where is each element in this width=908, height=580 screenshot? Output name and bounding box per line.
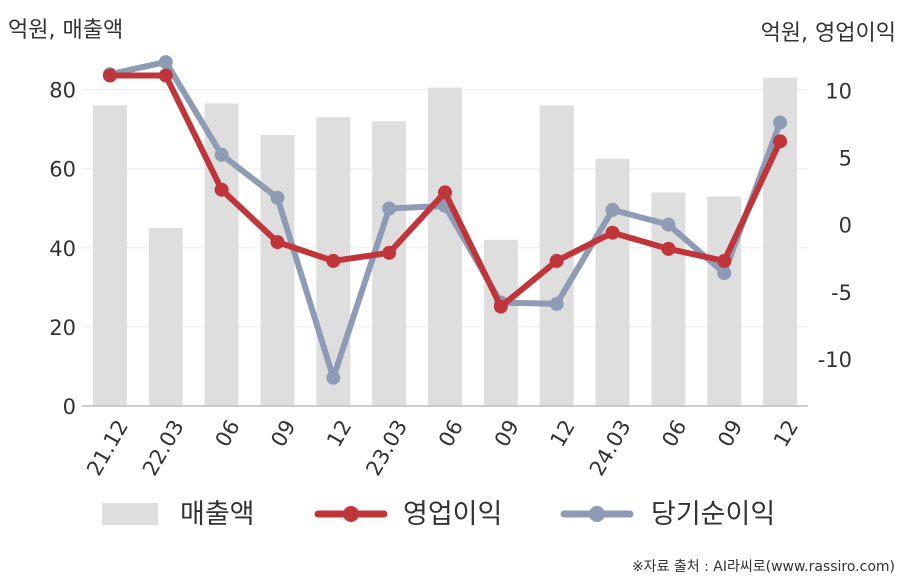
point-net-income-5 [382,201,397,216]
point-operating-profit-11 [717,253,732,268]
point-net-income-4 [326,370,341,385]
point-operating-profit-8 [549,253,564,268]
x-tick-label-2: 06 [211,416,245,451]
lines [102,55,788,385]
bar-revenue-5 [372,121,407,406]
point-operating-profit-4 [326,253,341,268]
point-net-income-12 [773,115,788,130]
left-tick-label-2: 40 [49,237,76,261]
point-operating-profit-5 [382,245,397,260]
x-tick-label-1: 22.03 [138,416,189,480]
left-axis-unit-label: 억원, 매출액 [8,18,123,43]
left-tick-label-1: 20 [49,316,76,340]
bar-revenue-0 [92,105,127,406]
legend-swatch-revenue [102,503,158,525]
x-axis-ticks: 21.12 22.03 06 09 12 23.03 06 09 12 24.03 06 09 12 [82,416,803,480]
x-tick-label-5: 23.03 [361,416,412,480]
left-axis-ticks: 0 20 40 60 80 [49,79,76,419]
point-net-income-1 [158,55,173,70]
point-operating-profit-3 [270,235,285,250]
left-tick-label-3: 60 [49,158,76,182]
point-operating-profit-12 [773,134,788,149]
right-tick-label-1: -5 [831,281,852,305]
point-operating-profit-9 [605,225,620,240]
bar-revenue-3 [260,135,295,407]
point-operating-profit-6 [438,185,452,200]
x-tick-label-9: 24.03 [585,416,636,480]
x-tick-label-8: 12 [546,416,580,451]
point-operating-profit-0 [102,68,117,83]
x-tick-label-3: 09 [266,416,300,451]
legend-marker-net-income [589,506,605,522]
right-tick-label-3: 5 [839,146,852,170]
point-net-income-2 [214,147,229,162]
point-operating-profit-2 [214,182,229,197]
legend-marker-operating-profit [343,506,359,522]
x-tick-label-12: 12 [769,416,803,451]
point-net-income-11 [717,266,732,281]
point-net-income-10 [661,217,676,232]
x-tick-label-7: 09 [490,416,524,451]
legend-label-revenue: 매출액 [180,499,255,530]
right-axis-unit-label: 억원, 영업이익 [761,21,896,46]
point-operating-profit-1 [158,68,173,83]
point-net-income-8 [549,296,564,311]
legend-label-operating-profit: 영업이익 [403,499,502,530]
point-operating-profit-10 [661,241,676,256]
point-operating-profit-7 [493,299,508,314]
legend: 매출액 영업이익 당기순이익 [102,499,775,530]
bar-revenue-9 [595,158,630,406]
x-tick-label-4: 12 [322,416,356,451]
bar-revenue-1 [148,228,183,406]
left-tick-label-4: 80 [49,79,76,103]
right-tick-label-4: 10 [825,79,852,103]
bar-revenue-6 [428,87,462,407]
bar-revenue-11 [707,196,742,406]
bar-revenue-12 [763,77,798,406]
left-tick-label-0: 0 [63,395,76,419]
right-tick-label-2: 0 [839,214,852,238]
point-net-income-9 [605,202,620,217]
bar-revenue-7 [483,239,518,406]
legend-label-net-income: 당기순이익 [651,499,775,530]
right-tick-label-0: -10 [818,348,852,372]
point-net-income-3 [270,190,285,205]
x-tick-label-11: 09 [713,416,747,451]
x-tick-label-10: 06 [657,416,691,451]
x-tick-label-0: 21.12 [82,416,133,480]
right-axis-ticks: -10 -5 0 5 10 [818,79,852,372]
x-tick-label-6: 06 [434,416,468,451]
source-note: ※자료 출처 : AI라씨로(www.rassiro.com) [632,559,895,575]
